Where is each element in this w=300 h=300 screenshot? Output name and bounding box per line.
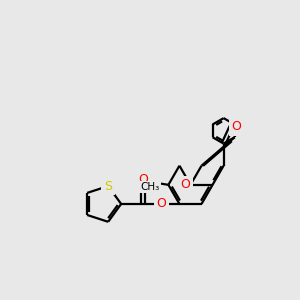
Text: O: O [138, 173, 148, 186]
Text: S: S [104, 180, 112, 193]
Text: CH₃: CH₃ [140, 182, 160, 192]
Text: O: O [181, 178, 190, 191]
Text: O: O [231, 120, 241, 133]
Text: O: O [156, 197, 166, 210]
